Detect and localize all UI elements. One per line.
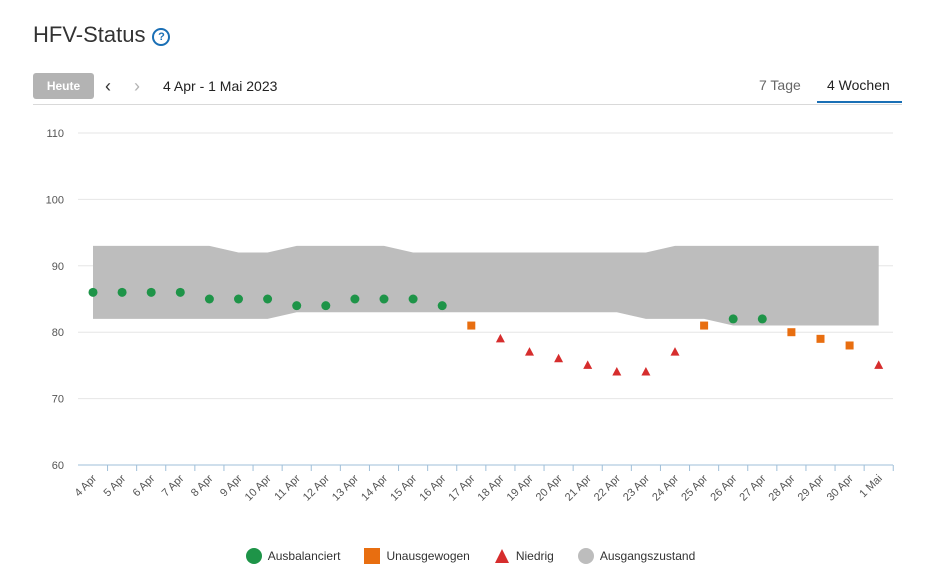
- legend-label: Unausgewogen: [386, 549, 470, 563]
- point-balanced: [437, 301, 447, 311]
- baseline-band: [93, 245, 879, 326]
- x-tick-label: 22 Apr: [592, 472, 623, 503]
- circle-icon: [245, 548, 262, 564]
- point-balanced: [321, 301, 331, 311]
- x-tick-label: 29 Apr: [796, 472, 827, 503]
- x-tick-label: 19 Apr: [505, 472, 536, 503]
- point-low: [612, 367, 622, 376]
- point-balanced: [234, 294, 243, 304]
- y-tick-label: 80: [52, 327, 64, 339]
- x-tick-label: 14 Apr: [359, 472, 390, 503]
- x-tick-label: 10 Apr: [243, 472, 274, 503]
- point-low: [670, 347, 680, 356]
- point-balanced: [204, 294, 214, 304]
- title-text: HFV-Status: [33, 22, 146, 47]
- point-balanced: [408, 294, 418, 304]
- point-low: [583, 360, 593, 369]
- y-tick-label: 90: [52, 261, 64, 273]
- point-balanced: [728, 314, 738, 324]
- y-tick-label: 70: [52, 394, 64, 406]
- point-low: [554, 353, 564, 363]
- legend-item-low[interactable]: Niedrig: [494, 548, 554, 564]
- point-unbalanced: [700, 321, 709, 330]
- x-tick-label: 30 Apr: [825, 472, 856, 503]
- x-tick-label: 20 Apr: [534, 472, 565, 503]
- active-tab-indicator: [817, 101, 902, 103]
- circle-icon: [577, 548, 594, 564]
- y-tick-label: 100: [46, 194, 64, 206]
- point-low: [874, 360, 884, 369]
- point-unbalanced: [816, 334, 825, 343]
- x-tick-label: 24 Apr: [650, 472, 681, 503]
- x-tick-label: 11 Apr: [272, 472, 303, 503]
- legend-item-balanced[interactable]: Ausbalanciert: [245, 548, 341, 564]
- tab-4-weeks[interactable]: 4 Wochen: [827, 77, 890, 93]
- point-balanced: [175, 287, 185, 297]
- legend-item-unbalanced[interactable]: Unausgewogen: [364, 548, 470, 564]
- tab-7-days[interactable]: 7 Tage: [759, 77, 801, 93]
- point-low: [495, 333, 505, 343]
- x-tick-label: 27 Apr: [737, 472, 768, 503]
- x-tick-label: 17 Apr: [446, 472, 477, 503]
- x-tick-label: 9 Apr: [218, 472, 245, 499]
- x-tick-label: 18 Apr: [476, 472, 507, 503]
- point-unbalanced: [787, 328, 796, 337]
- x-tick-label: 28 Apr: [767, 472, 798, 503]
- chevron-left-icon[interactable]: ‹: [105, 76, 111, 96]
- chart-legend: Ausbalanciert Unausgewogen Niedrig Ausga…: [0, 548, 941, 564]
- x-tick-label: 21 Apr: [563, 472, 594, 503]
- chevron-right-icon[interactable]: ›: [134, 76, 140, 96]
- today-button[interactable]: Heute: [33, 73, 94, 99]
- point-unbalanced: [845, 341, 854, 350]
- point-low: [525, 347, 534, 356]
- x-tick-label: 12 Apr: [301, 472, 332, 503]
- date-range: 4 Apr - 1 Mai 2023: [163, 78, 278, 94]
- point-balanced: [379, 294, 389, 304]
- toolbar: Heute ‹ › 4 Apr - 1 Mai 2023 7 Tage 4 Wo…: [33, 73, 902, 105]
- point-unbalanced: [467, 321, 476, 330]
- x-tick-label: 13 Apr: [330, 472, 361, 503]
- point-balanced: [350, 294, 360, 304]
- x-tick-label: 8 Apr: [189, 472, 216, 499]
- x-tick-label: 23 Apr: [621, 472, 652, 503]
- x-tick-label: 26 Apr: [708, 472, 739, 503]
- point-balanced: [263, 294, 273, 304]
- point-balanced: [757, 314, 767, 324]
- help-icon[interactable]: ?: [152, 27, 171, 46]
- square-icon: [364, 548, 381, 564]
- point-low: [641, 367, 651, 376]
- x-tick-label: 7 Apr: [160, 472, 187, 499]
- hrv-status-chart: 60 70 80 90 100 110 4 Apr 5 Apr 6 Apr 7 Apr 8 Apr 9…: [46, 128, 894, 504]
- legend-label: Ausbalanciert: [267, 549, 341, 563]
- triangle-icon: [494, 549, 509, 563]
- x-tick-label: 25 Apr: [679, 472, 710, 503]
- y-tick-label: 110: [46, 128, 64, 140]
- point-balanced: [88, 287, 98, 297]
- x-tick-label: 15 Apr: [388, 472, 419, 503]
- x-tick-label: 4 Apr: [72, 472, 99, 499]
- point-balanced: [292, 301, 302, 311]
- legend-label: Ausgangszustand: [599, 549, 696, 563]
- legend-label: Niedrig: [515, 549, 554, 563]
- page-title: HFV-Status ?: [33, 22, 171, 48]
- x-tick-label: 1 Mai: [857, 473, 885, 501]
- x-tick-label: 5 Apr: [102, 472, 129, 499]
- x-tick-label: 6 Apr: [131, 472, 158, 499]
- legend-item-baseline[interactable]: Ausgangszustand: [577, 548, 696, 564]
- point-balanced: [117, 287, 127, 297]
- y-tick-label: 60: [52, 460, 64, 472]
- x-tick-label: 16 Apr: [417, 472, 448, 503]
- point-balanced: [146, 287, 156, 297]
